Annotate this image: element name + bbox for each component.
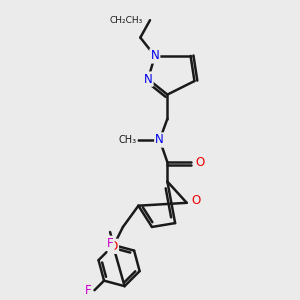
Text: CH₂CH₃: CH₂CH₃ — [109, 16, 142, 25]
Text: F: F — [85, 284, 92, 297]
Text: CH₃: CH₃ — [118, 135, 136, 145]
Text: N: N — [155, 134, 164, 146]
Text: F: F — [107, 237, 113, 250]
Text: N: N — [151, 50, 159, 62]
Text: N: N — [144, 73, 152, 85]
Text: O: O — [192, 194, 201, 207]
Text: O: O — [109, 240, 118, 253]
Text: O: O — [195, 156, 205, 169]
